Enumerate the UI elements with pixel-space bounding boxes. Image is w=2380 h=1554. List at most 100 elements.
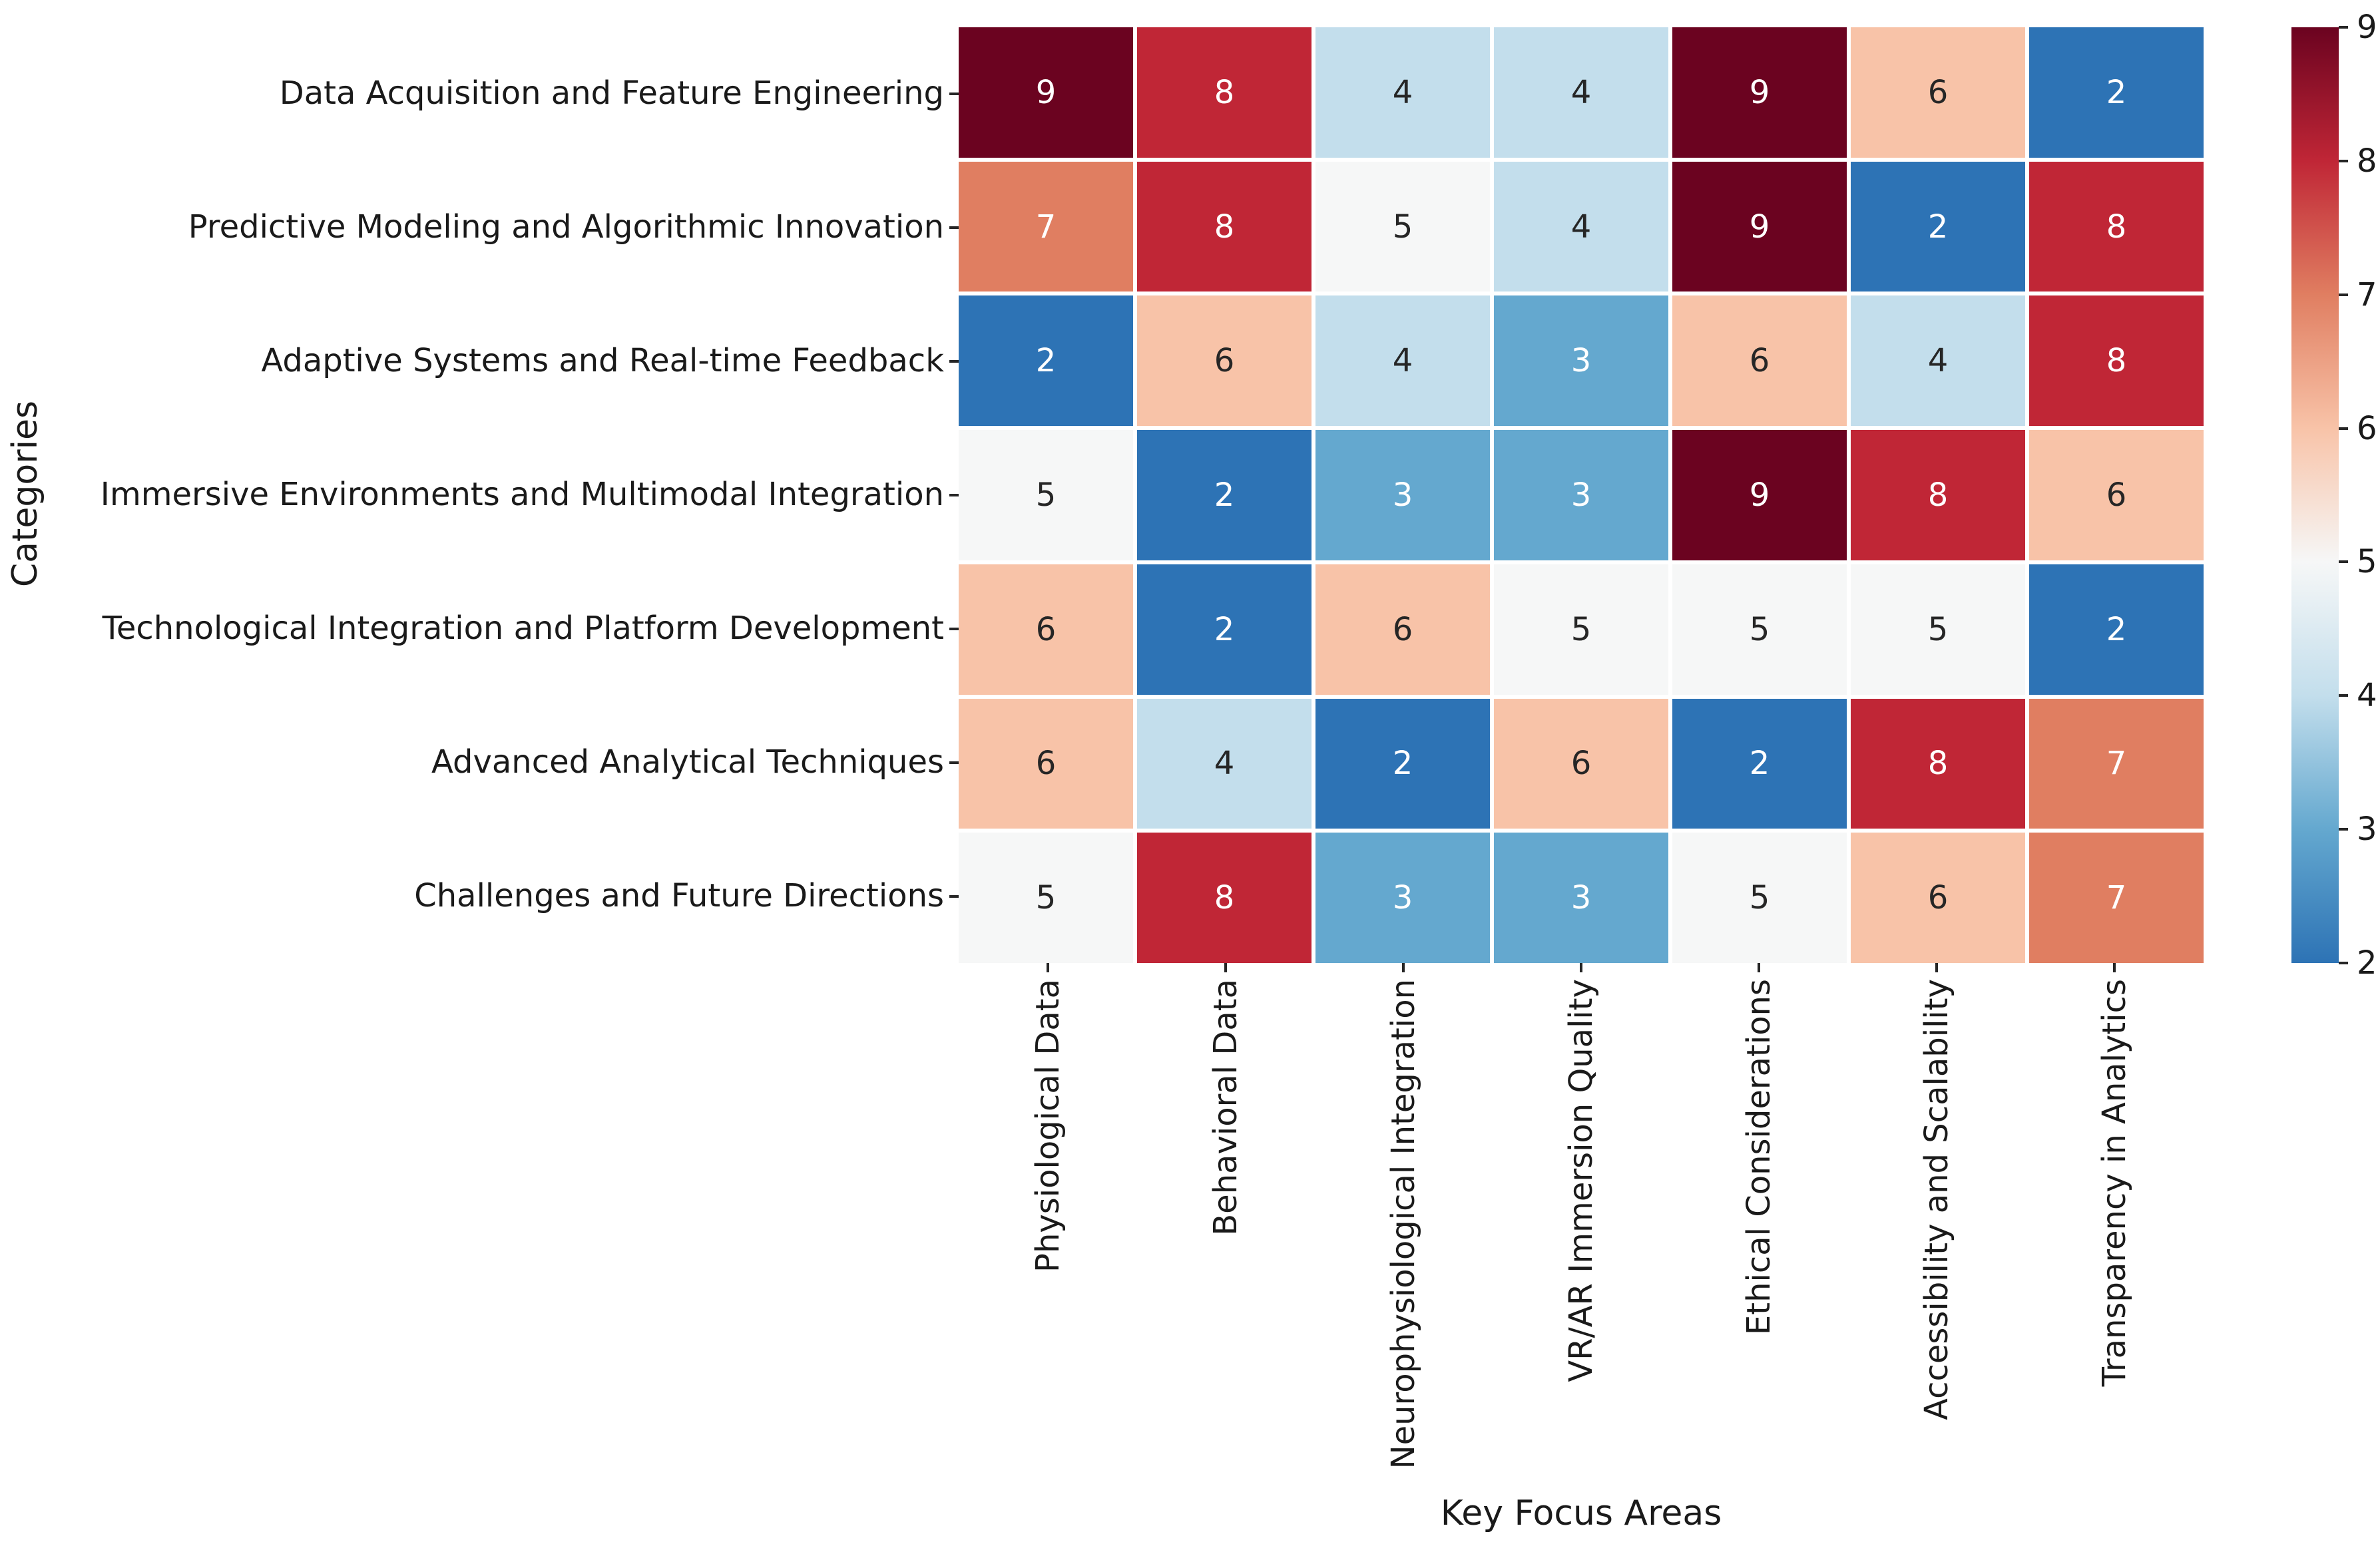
x-tick-mark xyxy=(1935,963,1939,972)
heatmap-cell-r6c1: 8 xyxy=(1137,833,1311,963)
colorbar-tick-mark xyxy=(2339,828,2348,831)
x-tick-label-wrap: Transparency in Analytics xyxy=(2096,979,2133,1389)
colorbar-tick-mark xyxy=(2339,293,2348,296)
heatmap-cell-r1c4: 9 xyxy=(1672,161,1847,292)
y-tick-label: Data Acquisition and Feature Engineering xyxy=(279,75,944,112)
colorbar-tick-mark xyxy=(2339,962,2348,964)
heatmap-cell-r3c3: 3 xyxy=(1494,430,1668,560)
y-tick-mark xyxy=(949,761,959,764)
x-tick-mark xyxy=(1224,963,1227,972)
colorbar xyxy=(2291,27,2339,963)
heatmap-cell-r2c6: 8 xyxy=(2029,295,2204,427)
colorbar-tick-label: 3 xyxy=(2357,811,2377,849)
heatmap-cell-r2c2: 4 xyxy=(1315,295,1490,427)
colorbar-tick-mark xyxy=(2339,159,2348,162)
heatmap-cell-r5c3: 6 xyxy=(1494,698,1668,829)
heatmap-cell-r6c4: 5 xyxy=(1672,833,1847,963)
y-tick-mark xyxy=(949,894,959,898)
x-tick-label-wrap: Neurophysiological Integration xyxy=(1384,979,1422,1471)
heatmap-cell-r6c6: 7 xyxy=(2029,833,2204,963)
y-axis-title-wrap: Categories xyxy=(5,400,45,590)
colorbar-tick-label: 9 xyxy=(2357,9,2377,46)
y-axis-title: Categories xyxy=(5,400,45,588)
heatmap-cell-r5c4: 2 xyxy=(1672,698,1847,829)
x-tick-label-wrap: Behavioral Data xyxy=(1206,979,1244,1239)
x-tick-label-wrap: VR/AR Immersion Quality xyxy=(1562,979,1600,1385)
colorbar-tick-label: 5 xyxy=(2357,543,2377,581)
heatmap-cell-r5c5: 8 xyxy=(1851,698,2025,829)
heatmap-cell-r5c1: 4 xyxy=(1137,698,1311,829)
y-tick-mark xyxy=(949,226,959,230)
colorbar-tick-mark xyxy=(2339,427,2348,430)
heatmap-cell-r5c6: 7 xyxy=(2029,698,2204,829)
x-tick-label: Neurophysiological Integration xyxy=(1384,979,1422,1469)
y-tick-mark xyxy=(949,360,959,363)
colorbar-tick-mark xyxy=(2339,26,2348,29)
heatmap-cell-r4c4: 5 xyxy=(1672,564,1847,695)
y-tick-mark xyxy=(949,494,959,496)
colorbar-tick-label: 2 xyxy=(2357,944,2377,982)
heatmap-cell-r1c2: 5 xyxy=(1315,161,1490,292)
x-tick-mark xyxy=(1580,963,1582,972)
x-tick-label-wrap: Accessibility and Scalability xyxy=(1918,979,1956,1423)
heatmap-cell-r0c1: 8 xyxy=(1137,27,1311,158)
y-tick-label: Advanced Analytical Techniques xyxy=(431,743,944,781)
heatmap-cell-r4c3: 5 xyxy=(1494,564,1668,695)
heatmap-cell-r0c6: 2 xyxy=(2029,27,2204,158)
y-tick-mark xyxy=(949,93,959,96)
heatmap-cell-r6c5: 6 xyxy=(1851,833,2025,963)
y-tick-label: Technological Integration and Platform D… xyxy=(102,610,944,648)
x-tick-label: Physiological Data xyxy=(1029,979,1067,1272)
x-tick-mark xyxy=(1046,963,1049,972)
heatmap-cell-r4c2: 6 xyxy=(1315,564,1490,695)
colorbar-tick-mark xyxy=(2339,694,2348,697)
heatmap-cell-r1c0: 7 xyxy=(959,161,1133,292)
heatmap-cell-r0c3: 4 xyxy=(1494,27,1668,158)
colorbar-tick-mark xyxy=(2339,560,2348,564)
heatmap-cell-r1c1: 8 xyxy=(1137,161,1311,292)
heatmap-cell-r0c5: 6 xyxy=(1851,27,2025,158)
heatmap-cell-r2c1: 6 xyxy=(1137,295,1311,427)
heatmap-cell-r3c6: 6 xyxy=(2029,430,2204,560)
heatmap-cell-r2c4: 6 xyxy=(1672,295,1847,427)
heatmap-cell-r5c0: 6 xyxy=(959,698,1133,829)
heatmap-cell-r4c0: 6 xyxy=(959,564,1133,695)
heatmap-cell-r1c5: 2 xyxy=(1851,161,2025,292)
y-tick-label: Challenges and Future Directions xyxy=(414,876,944,914)
heatmap-cell-r3c0: 5 xyxy=(959,430,1133,560)
colorbar-tick-label: 8 xyxy=(2357,142,2377,180)
heatmap-cell-r5c2: 2 xyxy=(1315,698,1490,829)
y-tick-label: Predictive Modeling and Algorithmic Inno… xyxy=(188,208,944,246)
y-tick-label: Immersive Environments and Multimodal In… xyxy=(100,476,944,514)
heatmap-cell-r0c0: 9 xyxy=(959,27,1133,158)
x-tick-mark xyxy=(2113,963,2116,972)
y-tick-mark xyxy=(949,627,959,630)
colorbar-tick-label: 4 xyxy=(2357,677,2377,715)
heatmap-cell-r4c1: 2 xyxy=(1137,564,1311,695)
x-tick-label-wrap: Physiological Data xyxy=(1029,979,1067,1275)
heatmap-cell-r0c2: 4 xyxy=(1315,27,1490,158)
x-axis-title: Key Focus Areas xyxy=(1440,1493,1722,1533)
x-tick-label-wrap: Ethical Considerations xyxy=(1740,979,1778,1338)
heatmap-cell-r6c3: 3 xyxy=(1494,833,1668,963)
x-tick-mark xyxy=(1758,963,1761,972)
heatmap-cell-r6c2: 3 xyxy=(1315,833,1490,963)
heatmap-cell-r3c1: 2 xyxy=(1137,430,1311,560)
y-tick-label: Adaptive Systems and Real-time Feedback xyxy=(261,342,944,380)
heatmap-cell-r4c6: 2 xyxy=(2029,564,2204,695)
x-tick-label: Accessibility and Scalability xyxy=(1918,979,1956,1420)
x-tick-mark xyxy=(1401,963,1405,972)
x-tick-label: Behavioral Data xyxy=(1206,979,1244,1236)
heatmap-cell-r3c4: 9 xyxy=(1672,430,1847,560)
heatmap-cell-r2c0: 2 xyxy=(959,295,1133,427)
heatmap-cell-r6c0: 5 xyxy=(959,833,1133,963)
x-tick-label: Ethical Considerations xyxy=(1740,979,1778,1336)
x-tick-label: VR/AR Immersion Quality xyxy=(1562,979,1600,1382)
heatmap-cell-r2c5: 4 xyxy=(1851,295,2025,427)
colorbar-tick-label: 7 xyxy=(2357,276,2377,313)
heatmap-cell-r1c3: 4 xyxy=(1494,161,1668,292)
colorbar-tick-label: 6 xyxy=(2357,409,2377,447)
heatmap-cell-r1c6: 8 xyxy=(2029,161,2204,292)
